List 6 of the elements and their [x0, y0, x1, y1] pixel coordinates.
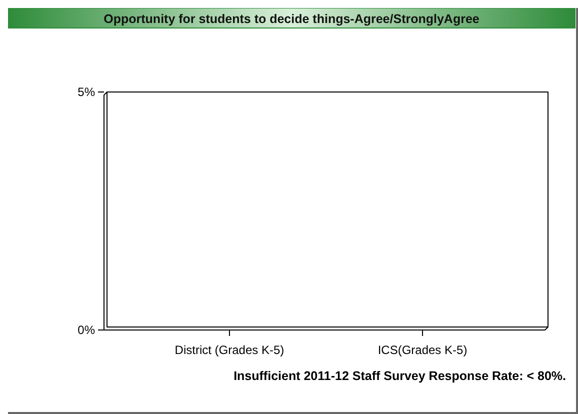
x-tick-label: District (Grades K-5) [174, 343, 284, 357]
chart-title: Opportunity for students to decide things-Agree/StronglyAgree [104, 12, 480, 26]
y-tick-label: 5% [78, 85, 96, 99]
x-tick-label: ICS(Grades K-5) [378, 343, 468, 357]
y-tick-label: 0% [78, 323, 96, 337]
text: Insufficient 2011-12 Staff Survey Response Rate: < 80%. [234, 369, 566, 383]
